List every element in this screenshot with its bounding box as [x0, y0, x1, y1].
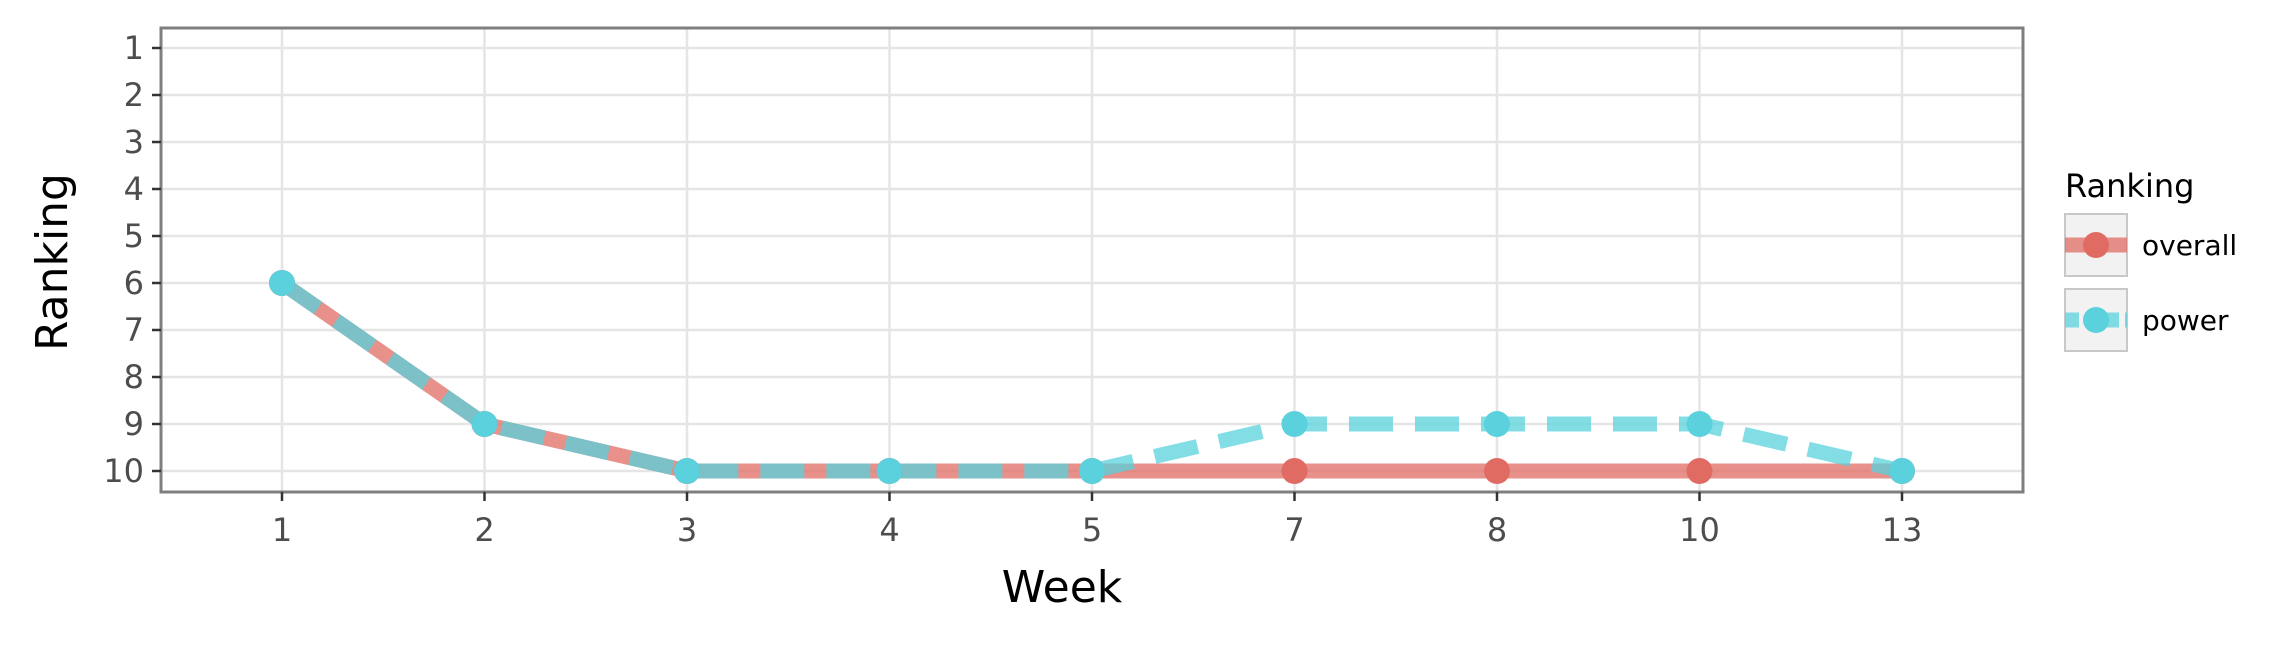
y-tick-label: 5 [124, 217, 144, 255]
data-point-power [1079, 458, 1105, 484]
grid [161, 28, 2023, 492]
data-point-overall [1281, 458, 1308, 484]
data-point-power [471, 411, 498, 437]
y-tick-label: 2 [124, 76, 144, 114]
legend-marker-power [2083, 307, 2109, 333]
data-point-power [269, 270, 295, 296]
x-tick-label: 4 [879, 511, 899, 549]
y-tick-label: 10 [103, 452, 144, 490]
series-layer [269, 270, 1915, 484]
legend-label-overall: overall [2142, 229, 2237, 262]
x-tick-label: 8 [1487, 511, 1507, 549]
axes: 1 2 3 4 5 6 7 8 9 10 1 2 3 4 5 7 8 10 13 [103, 29, 1922, 549]
x-tick-label: 3 [677, 511, 697, 549]
y-tick-label: 4 [124, 170, 144, 208]
data-point-power [876, 458, 903, 484]
legend-marker-overall [2083, 232, 2109, 258]
y-tick-label: 6 [124, 264, 144, 302]
data-point-overall [1686, 458, 1713, 484]
data-point-power [1686, 411, 1713, 437]
data-point-power [1889, 458, 1915, 484]
y-tick-label: 9 [124, 405, 144, 443]
x-tick-label: 2 [474, 511, 494, 549]
y-axis-title: Ranking [27, 173, 78, 351]
y-tick-label: 3 [124, 123, 144, 161]
x-tick-label: 10 [1679, 511, 1720, 549]
data-point-power [674, 458, 700, 484]
y-tick-label: 8 [124, 358, 144, 396]
legend-title: Ranking [2065, 167, 2194, 205]
x-tick-label: 13 [1882, 511, 1923, 549]
data-point-overall [1484, 458, 1510, 484]
x-tick-label: 5 [1082, 511, 1102, 549]
data-point-power [1484, 411, 1510, 437]
legend: Ranking overall power [2064, 167, 2237, 352]
legend-label-power: power [2142, 304, 2229, 337]
y-tick-label: 7 [124, 311, 144, 349]
x-tick-label: 7 [1284, 511, 1304, 549]
x-tick-label: 1 [272, 511, 292, 549]
x-axis-title: Week [1002, 562, 1123, 613]
y-tick-label: 1 [124, 29, 144, 67]
data-point-power [1281, 411, 1308, 437]
